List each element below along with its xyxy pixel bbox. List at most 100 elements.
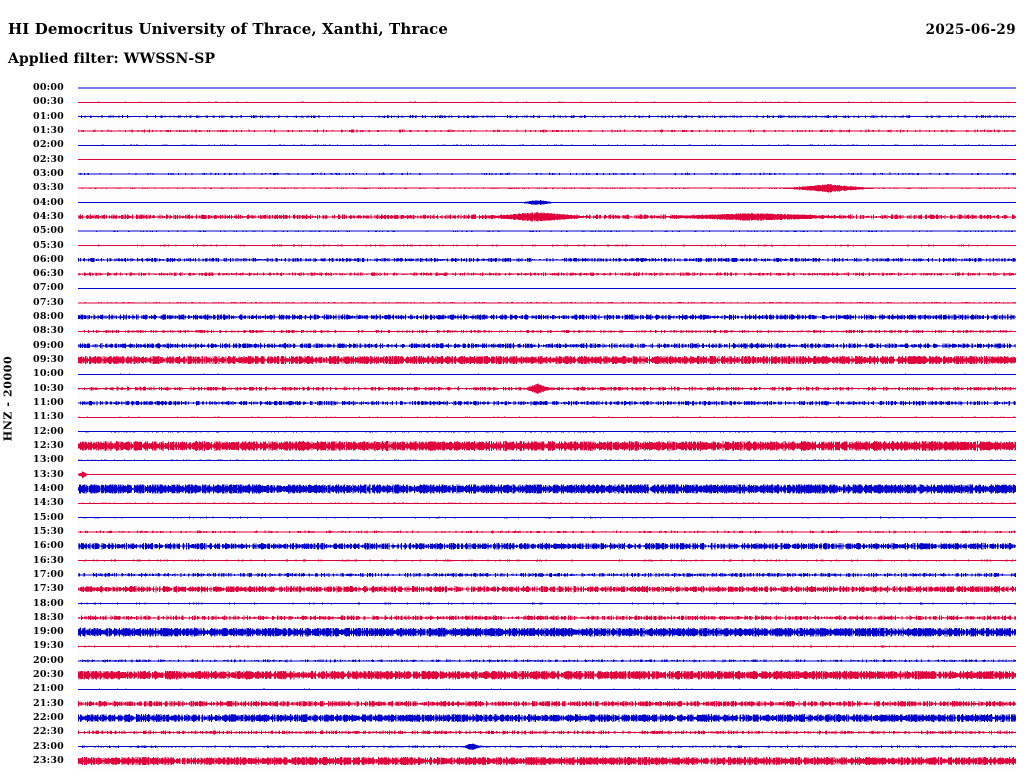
seismogram-plot: [78, 80, 1016, 772]
trace-noise: [78, 543, 1016, 550]
trace-row: [78, 416, 1016, 419]
trace-row: [78, 159, 1016, 161]
trace-noise: [78, 257, 1016, 262]
trace-row: [78, 743, 1016, 750]
trace-noise: [78, 383, 1016, 395]
time-label: 11:30: [33, 411, 64, 423]
trace-row: [78, 645, 1016, 648]
time-label: 16:30: [33, 554, 64, 566]
trace-row: [78, 101, 1016, 103]
trace-noise: [79, 172, 1016, 176]
trace-noise: [78, 212, 1016, 222]
time-label: 01:30: [33, 124, 64, 136]
trace-noise: [78, 287, 1009, 290]
trace-noise: [78, 688, 1013, 691]
trace-row: [78, 287, 1016, 290]
trace-row: [78, 559, 1016, 562]
applied-filter-label: Applied filter: WWSSN-SP: [8, 51, 216, 67]
trace-noise: [78, 670, 1016, 680]
trace-noise: [81, 115, 1016, 119]
trace-row: [78, 459, 1016, 461]
trace-noise: [84, 301, 1016, 304]
time-axis-labels: 00:00 00:30 01:00 01:30 02:00 02:30 03:00 03:30…: [0, 80, 78, 772]
trace-row: [78, 87, 1016, 89]
trace-row: [78, 670, 1016, 680]
trace-row: [78, 257, 1016, 262]
time-label: 20:30: [33, 669, 64, 681]
trace-noise: [78, 530, 1015, 534]
time-label: 02:30: [33, 153, 64, 165]
time-label: 11:00: [33, 397, 64, 409]
time-label: 14:00: [33, 482, 64, 494]
time-label: 08:00: [33, 311, 64, 323]
time-label: 22:30: [33, 726, 64, 738]
time-label: 09:00: [33, 339, 64, 351]
trace-row: [78, 212, 1016, 222]
trace-noise: [78, 441, 1016, 451]
time-label: 00:00: [33, 82, 64, 93]
trace-noise: [83, 559, 1016, 562]
trace-row: [78, 184, 1016, 193]
time-label: 21:00: [33, 683, 64, 695]
time-label: 12:00: [33, 425, 64, 437]
trace-row: [78, 115, 1016, 119]
trace-row: [78, 373, 1016, 376]
trace-row: [78, 430, 1016, 433]
trace-noise: [79, 516, 1016, 519]
time-label: 07:30: [33, 296, 64, 308]
trace-row: [78, 129, 1016, 133]
trace-noise: [85, 430, 1004, 433]
trace-noise: [78, 314, 1015, 320]
trace-noise: [78, 343, 1016, 349]
trace-row: [78, 586, 1016, 593]
trace-row: [78, 144, 1016, 146]
trace-noise: [82, 184, 1016, 193]
time-label: 10:00: [33, 368, 64, 380]
time-label: 06:00: [33, 253, 64, 265]
trace-noise: [79, 200, 1009, 205]
time-label: 02:00: [33, 139, 64, 151]
time-label: 12:30: [33, 440, 64, 451]
trace-noise: [102, 144, 1016, 146]
trace-noise: [78, 645, 1016, 648]
time-label: 01:00: [33, 110, 64, 122]
time-label: 04:30: [33, 210, 64, 222]
time-label: 13:00: [33, 454, 64, 466]
trace-row: [78, 471, 1016, 478]
trace-row: [78, 484, 1016, 494]
trace-row: [78, 301, 1016, 304]
trace-noise: [82, 329, 1012, 334]
trace-noise: [78, 714, 1016, 722]
trace-row: [78, 400, 1016, 406]
time-label: 07:00: [33, 282, 64, 294]
time-label: 19:00: [33, 626, 64, 638]
page-title: HI Democritus University of Thrace, Xant…: [8, 20, 449, 38]
time-label: 05:00: [33, 225, 64, 237]
trace-noise: [84, 373, 1016, 376]
trace-noise: [78, 615, 1016, 621]
trace-row: [78, 757, 1016, 766]
trace-noise: [78, 572, 1016, 577]
trace-noise: [78, 700, 1016, 707]
time-label: 03:00: [33, 167, 64, 179]
trace-row: [78, 383, 1016, 395]
time-label: 21:30: [33, 697, 64, 709]
trace-noise: [98, 101, 1009, 103]
trace-noise: [96, 159, 1015, 161]
trace-noise: [82, 743, 1016, 750]
trace-row: [78, 244, 1016, 247]
trace-row: [78, 200, 1016, 205]
time-label: 15:00: [33, 511, 64, 523]
trace-noise: [78, 627, 1016, 637]
time-label: 00:30: [33, 96, 64, 108]
trace-noise: [79, 400, 1016, 406]
time-label: 23:00: [33, 740, 64, 752]
time-label: 20:00: [33, 654, 64, 666]
time-label: 22:00: [33, 712, 64, 724]
time-label: 14:30: [33, 497, 64, 509]
time-label: 15:30: [33, 525, 64, 537]
trace-noise: [78, 272, 1016, 276]
trace-row: [78, 343, 1016, 349]
trace-row: [78, 502, 1016, 504]
trace-row: [78, 530, 1016, 534]
